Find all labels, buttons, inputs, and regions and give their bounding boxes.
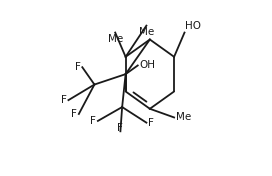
Text: F: F — [71, 109, 77, 119]
Text: Me: Me — [108, 34, 123, 44]
Text: F: F — [90, 116, 96, 126]
Text: Me: Me — [139, 27, 154, 37]
Text: Me: Me — [176, 112, 191, 122]
Text: F: F — [118, 123, 123, 133]
Text: F: F — [75, 62, 81, 72]
Text: OH: OH — [140, 61, 156, 70]
Text: F: F — [148, 118, 154, 128]
Text: F: F — [61, 95, 67, 105]
Text: HO: HO — [186, 21, 201, 31]
